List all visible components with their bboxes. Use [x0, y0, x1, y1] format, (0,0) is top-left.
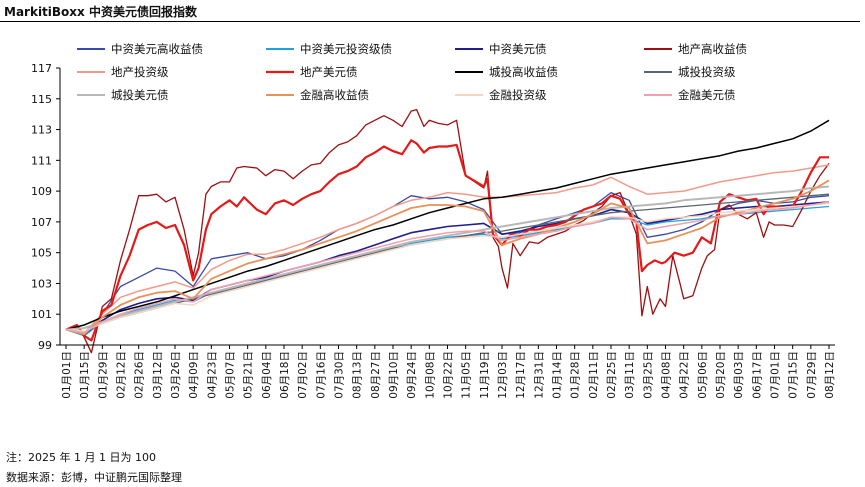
x-tick-label: 08月13日: [352, 351, 364, 399]
series-line-11: [65, 201, 830, 334]
x-tick-label: 11月05日: [461, 351, 473, 399]
x-tick-label: 03月25日: [642, 351, 654, 399]
legend-label-4: 地产投资级: [111, 65, 169, 79]
x-tick-label: 02月26日: [134, 351, 146, 399]
legend-label-7: 城投投资级: [678, 65, 736, 79]
x-tick-label: 06月18日: [279, 351, 291, 399]
legend-label-3: 地产高收益债: [678, 42, 747, 56]
x-tick-label: 10月22日: [443, 351, 455, 399]
legend-label-5: 地产美元债: [300, 65, 358, 79]
chart-note: 注：2025 年 1 月 1 日为 100: [6, 451, 156, 464]
series-line-6: [65, 119, 830, 331]
series-line-2: [65, 201, 830, 335]
series-line-5: [65, 139, 829, 342]
x-tick-label: 12月17日: [515, 351, 527, 399]
x-tick-label: 11月19日: [479, 351, 491, 399]
x-tick-label: 05月21日: [243, 351, 255, 399]
x-tick-label: 05月20日: [715, 351, 727, 399]
x-tick-label: 06月04日: [261, 351, 273, 399]
legend-label-9: 金融高收益债: [300, 88, 369, 102]
y-tick-label: 107: [31, 216, 52, 229]
x-tick-label: 07月01日: [770, 351, 782, 399]
y-tick-label: 109: [31, 185, 52, 198]
x-tick-label: 07月29日: [806, 351, 818, 399]
x-tick-label: 01月14日: [552, 351, 564, 399]
x-tick-label: 12月31日: [533, 351, 545, 399]
x-tick-label: 08月27日: [370, 351, 382, 399]
data-source: 数据来源：彭博，中证鹏元国际整理: [6, 471, 182, 484]
legend-label-1: 中资美元投资级债: [300, 42, 392, 56]
x-tick-label: 01月15日: [79, 351, 91, 399]
y-tick-label: 103: [31, 277, 52, 290]
chart-title: MarkitiBoxx 中资美元债回报指数: [4, 5, 197, 19]
x-tick-label: 07月15日: [788, 351, 800, 399]
legend-label-6: 城投高收益债: [489, 65, 558, 79]
y-tick-label: 115: [31, 93, 52, 106]
y-tick-label: 117: [31, 62, 52, 75]
series-line-4: [65, 164, 830, 334]
x-tick-label: 12月03日: [497, 351, 509, 399]
x-tick-label: 04月08日: [661, 351, 673, 399]
x-tick-label: 10月08日: [424, 351, 436, 399]
legend-label-2: 中资美元债: [489, 42, 547, 56]
y-axis: 99 101 103 105 107 109 111 113 115 117: [31, 62, 61, 352]
x-tick-label: 05月06日: [697, 351, 709, 399]
y-tick-label: 99: [38, 339, 52, 352]
x-axis: 01月01日 01月15日 01月29日 02月12日 02月26日 03月12日 03月2…: [60, 344, 836, 399]
legend-label-10: 金融投资级: [489, 88, 547, 102]
legend-label-8: 城投美元债: [111, 88, 169, 102]
x-tick-label: 04月23日: [206, 351, 218, 399]
x-tick-label: 07月02日: [297, 351, 309, 399]
x-tick-label: 08月12日: [824, 351, 836, 399]
x-tick-label: 03月12日: [152, 351, 164, 399]
title-divider: [0, 21, 860, 22]
x-tick-label: 07月16日: [315, 351, 327, 399]
x-tick-label: 06月17日: [751, 351, 763, 399]
series-line-10: [65, 202, 830, 332]
y-tick-label: 101: [31, 308, 52, 321]
x-tick-label: 01月28日: [570, 351, 582, 399]
x-tick-label: 01月29日: [97, 351, 109, 399]
x-tick-label: 09月24日: [406, 351, 418, 399]
x-tick-label: 05月07日: [225, 351, 237, 399]
series-lines: [65, 108, 830, 354]
x-tick-label: 01月01日: [61, 351, 73, 399]
series-line-9: [65, 179, 830, 336]
series-line-0: [65, 191, 830, 334]
legend-label-11: 金融美元债: [678, 88, 736, 102]
x-tick-label: 02月12日: [116, 351, 128, 399]
x-tick-label: 07月30日: [334, 351, 346, 399]
x-tick-label: 09月10日: [388, 351, 400, 399]
x-tick-label: 03月26日: [170, 351, 182, 399]
y-tick-label: 113: [31, 124, 52, 137]
y-tick-label: 105: [31, 247, 52, 260]
x-tick-label: 04月09日: [188, 351, 200, 399]
y-tick-label: 111: [31, 154, 52, 167]
x-tick-label: 06月03日: [733, 351, 745, 399]
x-tick-label: 02月11日: [588, 351, 600, 399]
series-line-8: [65, 185, 830, 331]
x-tick-label: 04月22日: [679, 351, 691, 399]
x-tick-label: 03月11日: [624, 351, 636, 399]
legend-label-0: 中资美元高收益债: [111, 42, 203, 56]
x-tick-label: 02月25日: [606, 351, 618, 399]
